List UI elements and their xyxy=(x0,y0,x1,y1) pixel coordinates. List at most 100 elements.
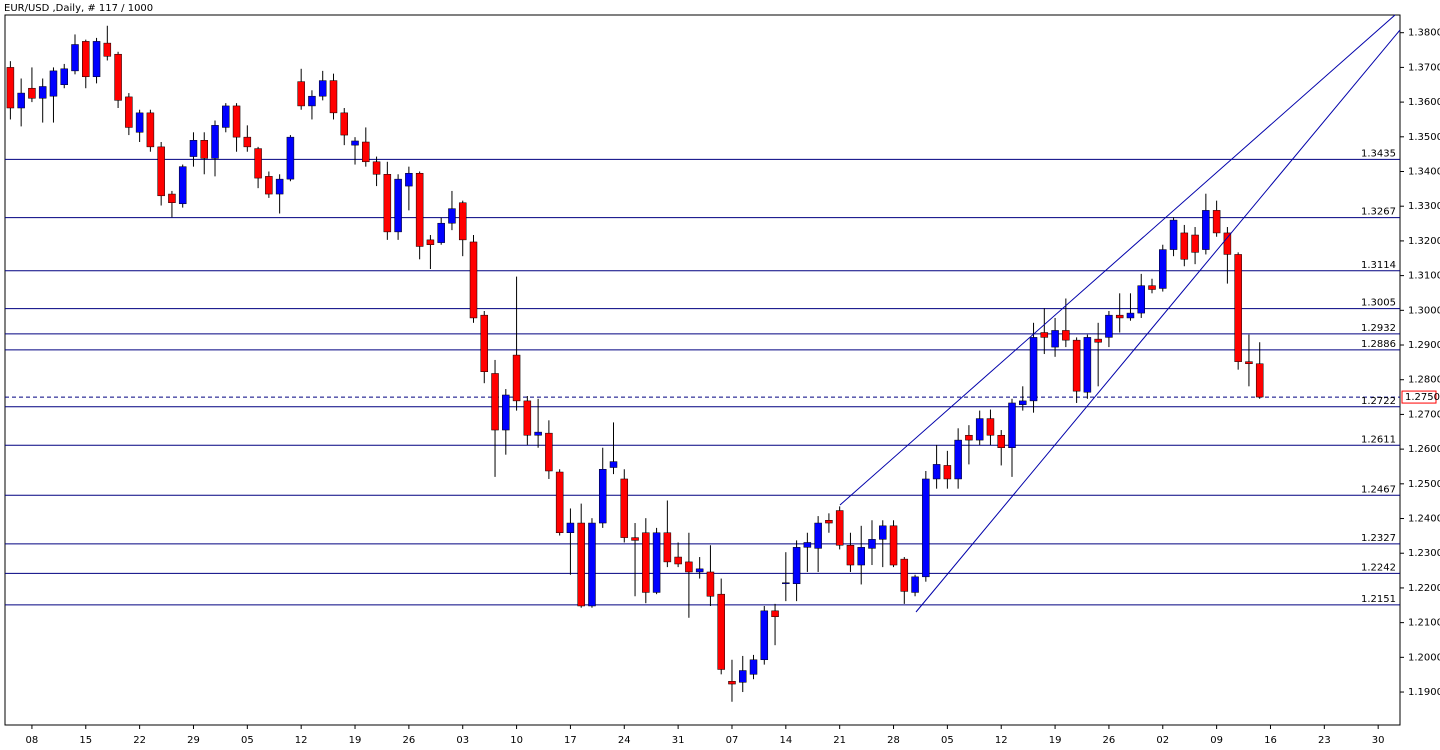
candle-body xyxy=(1180,232,1189,260)
y-tick-label: 1.2700 xyxy=(1408,409,1440,420)
level-label: 1.3435 xyxy=(1361,148,1396,159)
y-tick-label: 1.3800 xyxy=(1408,28,1440,39)
candle-body xyxy=(71,44,79,72)
level-label: 1.2886 xyxy=(1361,339,1396,350)
level-label: 1.2611 xyxy=(1361,434,1396,445)
candle-body xyxy=(566,522,575,534)
candle-body xyxy=(965,434,973,441)
y-tick-label: 1.3200 xyxy=(1408,236,1440,247)
x-tick-label: 12 xyxy=(295,735,308,746)
candle-body xyxy=(911,576,919,593)
candle-body xyxy=(620,478,629,538)
candle-body xyxy=(523,400,532,436)
x-tick-label: 22 xyxy=(133,735,146,746)
candle-body xyxy=(674,556,682,565)
candle-body xyxy=(1029,337,1038,402)
chart-title: EUR/USD ,Daily, # 117 / 1000 xyxy=(4,3,153,14)
x-tick-label: 19 xyxy=(349,735,362,746)
trend-line xyxy=(915,29,1401,613)
y-tick-label: 1.2500 xyxy=(1408,479,1440,490)
candle-body xyxy=(232,105,241,138)
candle-body xyxy=(598,468,607,524)
candle-body xyxy=(146,112,155,148)
y-tick-label: 1.2100 xyxy=(1408,618,1440,629)
candle-body xyxy=(1148,285,1156,290)
candle-body xyxy=(663,532,672,563)
candle-body xyxy=(1255,363,1264,398)
candle-body xyxy=(114,53,122,101)
candle-body xyxy=(383,174,392,233)
x-tick-label: 05 xyxy=(941,735,954,746)
candle-body xyxy=(200,140,208,159)
candle-body xyxy=(340,112,349,136)
candle-body xyxy=(588,522,596,607)
level-label: 1.2327 xyxy=(1361,533,1396,544)
candle-body xyxy=(49,70,58,97)
y-tick-label: 1.3700 xyxy=(1408,62,1440,73)
candle-body xyxy=(943,465,952,480)
candle-body xyxy=(394,178,402,233)
candle-body xyxy=(351,140,359,146)
candle-body xyxy=(706,571,715,597)
candle-body xyxy=(1072,339,1081,392)
candle-body xyxy=(6,67,15,109)
candle-body xyxy=(372,161,381,175)
level-label: 1.2467 xyxy=(1361,484,1396,495)
candle-body xyxy=(685,561,693,573)
candle-body xyxy=(458,202,467,241)
x-tick-label: 23 xyxy=(1318,735,1331,746)
candle-body xyxy=(82,41,90,78)
y-tick-label: 1.2800 xyxy=(1408,375,1440,386)
y-tick-label: 1.3500 xyxy=(1408,132,1440,143)
x-tick-label: 14 xyxy=(779,735,792,746)
x-tick-label: 07 xyxy=(726,735,739,746)
candle-body xyxy=(308,95,316,107)
x-tick-label: 28 xyxy=(887,735,900,746)
candle-body xyxy=(868,539,876,549)
candle-body xyxy=(997,434,1005,448)
candle-body xyxy=(1115,314,1124,319)
candle-body xyxy=(1245,361,1253,365)
candle-body xyxy=(545,432,553,472)
candle-body xyxy=(103,42,112,57)
y-tick-label: 1.3100 xyxy=(1408,271,1440,282)
candle-body xyxy=(975,418,984,441)
x-tick-label: 03 xyxy=(456,735,469,746)
candle-body xyxy=(900,558,909,592)
candle-body xyxy=(738,670,747,683)
candle-body xyxy=(1191,234,1199,253)
level-label: 1.2932 xyxy=(1361,323,1396,334)
candle-body xyxy=(857,547,865,566)
candle-body xyxy=(1137,285,1145,314)
x-tick-label: 26 xyxy=(403,735,416,746)
candle-body xyxy=(362,141,370,163)
candle-body xyxy=(1223,232,1232,255)
x-tick-label: 15 xyxy=(79,735,92,746)
candle-body xyxy=(1169,219,1178,250)
candle-body xyxy=(803,542,812,548)
x-tick-label: 29 xyxy=(187,735,200,746)
candle-body xyxy=(254,148,262,179)
candle-body xyxy=(157,146,165,197)
candle-body xyxy=(642,532,650,593)
y-tick-label: 1.3000 xyxy=(1408,305,1440,316)
y-tick-label: 1.2300 xyxy=(1408,548,1440,559)
level-label: 1.2242 xyxy=(1361,562,1396,573)
candle-body xyxy=(986,418,995,436)
candle-body xyxy=(318,80,327,97)
x-tick-label: 26 xyxy=(1103,735,1116,746)
x-tick-label: 16 xyxy=(1264,735,1277,746)
candle-body xyxy=(1105,314,1113,338)
candle-body xyxy=(275,178,284,195)
y-tick-label: 1.3300 xyxy=(1408,201,1440,212)
y-tick-label: 1.1900 xyxy=(1408,687,1440,698)
candle-body xyxy=(1126,312,1135,319)
candle-body xyxy=(652,532,661,593)
candle-body xyxy=(695,568,704,573)
last-price-label: 1.2750 xyxy=(1405,392,1440,403)
candle-body xyxy=(38,86,47,99)
candle-body xyxy=(792,547,801,585)
y-tick-label: 1.2600 xyxy=(1408,444,1440,455)
x-tick-label: 30 xyxy=(1372,735,1385,746)
